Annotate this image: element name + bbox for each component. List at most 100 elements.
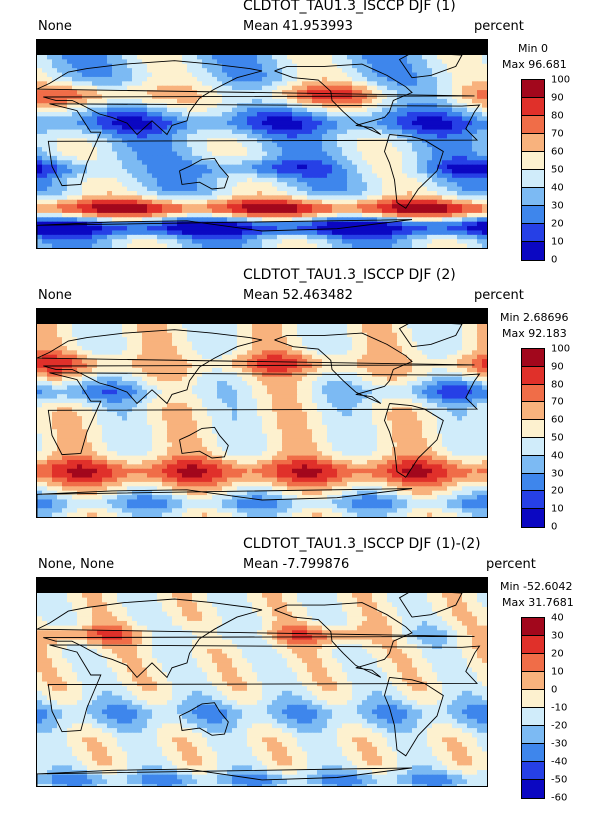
field-cell [197, 341, 203, 347]
field-cell [352, 367, 358, 373]
field-cell [332, 112, 338, 118]
field-cell [447, 341, 453, 347]
field-cell [372, 350, 378, 356]
field-cell [217, 332, 223, 338]
field-cell [187, 354, 193, 360]
field-cell [322, 367, 328, 373]
field-cell [332, 116, 338, 122]
field-cell [152, 234, 158, 240]
field-cell [342, 190, 348, 196]
field-cell [282, 173, 288, 179]
field-cell [472, 234, 478, 240]
field-cell [92, 155, 98, 161]
field-cell [317, 234, 323, 240]
field-cell [352, 199, 358, 205]
field-cell [332, 239, 338, 245]
field-cell [37, 190, 43, 196]
field-cell [207, 204, 213, 210]
field-cell [57, 332, 63, 338]
field-cell [247, 107, 253, 113]
field-cell [342, 120, 348, 126]
field-cell [77, 76, 83, 82]
field-cell [212, 345, 218, 351]
field-cell [82, 116, 88, 122]
field-cell [297, 90, 303, 96]
field-cell [92, 173, 98, 179]
field-cell [62, 85, 68, 91]
field-cell [302, 142, 308, 148]
field-cell [437, 120, 443, 126]
field-cell [77, 133, 83, 139]
field-cell [57, 354, 63, 360]
field-cell [167, 354, 173, 360]
field-cell [237, 94, 243, 100]
field-cell [442, 164, 448, 170]
field-cell [187, 133, 193, 139]
field-cell [182, 359, 188, 365]
field-cell [417, 332, 423, 338]
field-cell [317, 120, 323, 126]
field-cell [187, 190, 193, 196]
field-cell [412, 120, 418, 126]
field-cell [37, 337, 43, 343]
field-cell [227, 164, 233, 170]
field-cell [292, 147, 298, 153]
field-cell [387, 63, 393, 69]
field-cell [122, 81, 128, 87]
field-cell [62, 230, 68, 236]
field-cell [372, 337, 378, 343]
field-cell [347, 239, 353, 245]
field-cell [47, 372, 53, 378]
field-cell [222, 243, 228, 248]
field-cell [447, 226, 453, 232]
field-cell [142, 81, 148, 87]
field-cell [102, 85, 108, 91]
field-cell [152, 85, 158, 91]
field-cell [62, 129, 68, 135]
field-cell [417, 199, 423, 205]
field-cell [352, 72, 358, 78]
field-cell [157, 173, 163, 179]
field-cell [402, 55, 408, 60]
field-cell [357, 98, 363, 104]
field-cell [187, 337, 193, 343]
field-cell [137, 81, 143, 87]
field-cell [402, 94, 408, 100]
field-cell [302, 359, 308, 365]
field-cell [112, 107, 118, 113]
field-cell [377, 337, 383, 343]
field-cell [387, 239, 393, 245]
field-cell [227, 160, 233, 166]
field-cell [172, 116, 178, 122]
field-cell [82, 337, 88, 343]
field-cell [407, 120, 413, 126]
field-cell [252, 129, 258, 135]
field-cell [217, 81, 223, 87]
field-cell [232, 63, 238, 69]
field-cell [112, 68, 118, 74]
field-cell [172, 125, 178, 131]
field-cell [82, 151, 88, 157]
colorbar-tick-label: 90 [551, 92, 564, 104]
field-cell [387, 90, 393, 96]
field-cell [107, 98, 113, 104]
field-cell [247, 182, 253, 188]
field-cell [217, 221, 223, 227]
field-cell [122, 354, 128, 360]
field-cell [292, 341, 298, 347]
field-cell [177, 164, 183, 170]
field-cell [107, 239, 113, 245]
field-cell [312, 151, 318, 157]
field-cell [297, 142, 303, 148]
field-cell [457, 120, 463, 126]
field-cell [232, 195, 238, 201]
field-cell [42, 107, 48, 113]
field-cell [482, 160, 487, 166]
field-cell [442, 230, 448, 236]
field-cell [377, 59, 383, 65]
field-cell [87, 199, 93, 205]
field-cell [352, 81, 358, 87]
field-cell [117, 186, 123, 192]
field-cell [132, 204, 138, 210]
field-cell [147, 182, 153, 188]
